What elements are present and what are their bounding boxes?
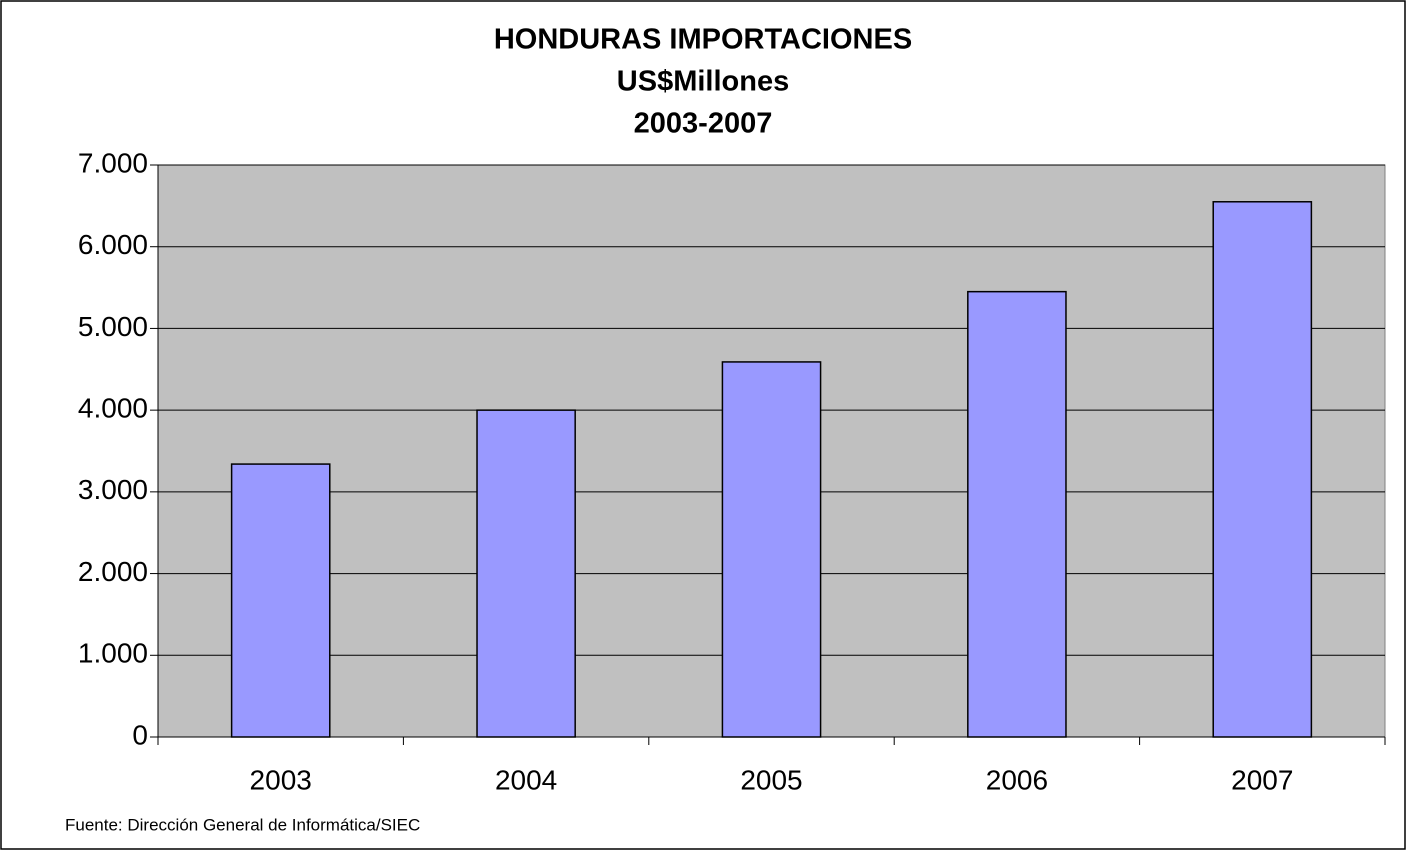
chart-subtitle: US$Millones [617,66,789,98]
bar [476,409,576,738]
bar [1212,201,1313,738]
y-tick-label: 7.000 [78,147,148,178]
x-tick-label: 2004 [495,764,557,795]
y-tick-label: 0 [132,719,148,750]
chart-title: HONDURAS IMPORTACIONES [494,24,912,56]
x-tick-label: 2003 [250,764,312,795]
chart-period: 2003-2007 [634,108,773,140]
bar [967,290,1067,738]
x-tick-label: 2006 [986,764,1048,795]
bar [230,463,331,738]
y-tick-label: 3.000 [78,474,148,505]
bar [721,361,822,738]
y-tick-label: 1.000 [78,638,148,669]
y-tick-label: 6.000 [78,229,148,260]
y-tick-label: 4.000 [78,393,148,424]
y-tick-label: 5.000 [78,311,148,342]
x-tick-label: 2005 [740,764,802,795]
source-note: Fuente: Dirección General de Informática… [65,815,420,834]
x-tick-label: 2007 [1231,764,1293,795]
y-tick-label: 2.000 [78,556,148,587]
